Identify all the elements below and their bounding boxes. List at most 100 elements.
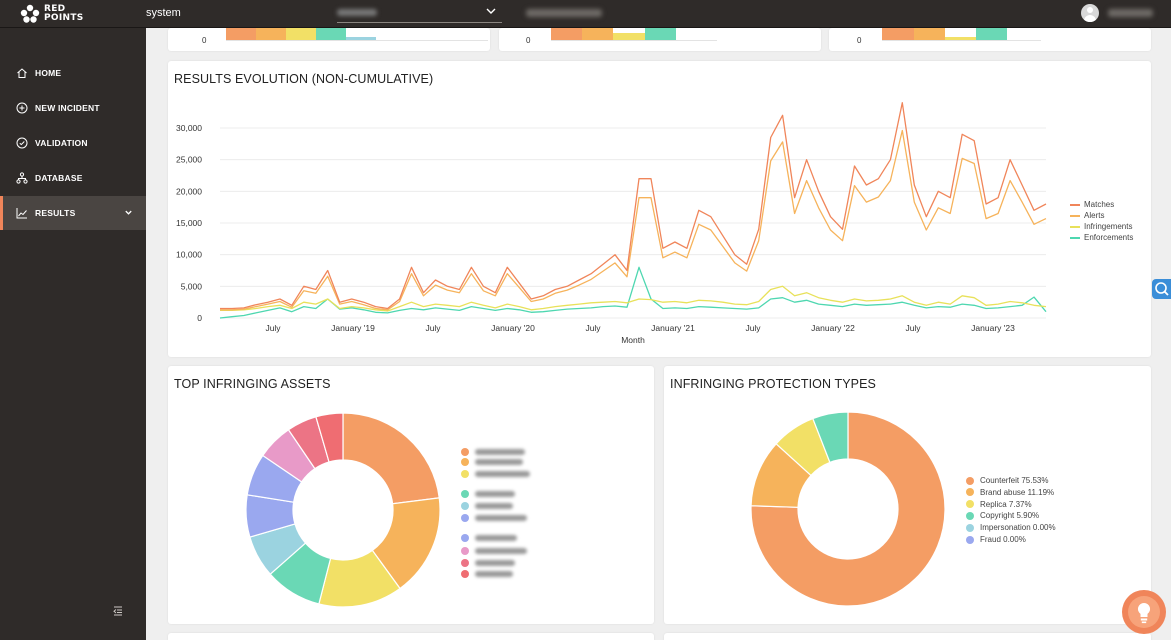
- asset-slice[interactable]: [315, 412, 344, 463]
- legend-label-redacted: [475, 503, 513, 509]
- chevron-down-icon: [486, 8, 496, 14]
- mini-bar: [256, 28, 286, 40]
- assets-legend-item[interactable]: [461, 547, 527, 555]
- top-infringing-assets-card: TOP INFRINGING ASSETS: [168, 366, 654, 624]
- legend-label-redacted: [475, 560, 515, 566]
- protection-legend-item[interactable]: Fraud 0.00%: [966, 535, 1026, 544]
- x-tick-label: July: [585, 323, 601, 333]
- legend-label-redacted: [475, 571, 513, 577]
- help-button[interactable]: [1122, 590, 1166, 634]
- asset-slice[interactable]: [342, 412, 440, 505]
- chart-line-icon: [16, 208, 27, 219]
- top-card-1: 0: [168, 28, 490, 51]
- logo-text-line1: RED: [44, 4, 66, 14]
- assets-legend-item[interactable]: [461, 514, 527, 522]
- chevron-down-icon: [125, 210, 132, 215]
- user-name[interactable]: [1108, 9, 1153, 17]
- legend-label-redacted: [475, 515, 527, 521]
- assets-legend-item[interactable]: [461, 502, 513, 510]
- assets-legend-item[interactable]: [461, 570, 513, 578]
- protection-slice[interactable]: [812, 411, 849, 464]
- y-tick-label: 10,000: [176, 250, 202, 260]
- series-line-enforcements[interactable]: [219, 266, 1047, 319]
- x-tick-label: July: [905, 323, 921, 333]
- bottom-card-1: [168, 633, 654, 640]
- protection-donut-chart: [750, 411, 946, 607]
- assets-legend-item[interactable]: [461, 458, 523, 466]
- series-line-infringements[interactable]: [220, 285, 1047, 312]
- legend-infringements[interactable]: Infringements: [1070, 222, 1132, 231]
- legend-dot: [966, 476, 974, 485]
- mini-bar-chart: [226, 28, 488, 41]
- assets-legend-item[interactable]: [461, 490, 515, 498]
- assets-legend-item[interactable]: [461, 559, 515, 567]
- legend-label: Fraud 0.00%: [980, 535, 1026, 544]
- assets-legend-item[interactable]: [461, 448, 525, 456]
- mini-bar: [613, 33, 645, 40]
- legend-dot: [966, 523, 974, 532]
- y-tick-label: 0: [197, 313, 202, 323]
- axis-zero-label: 0: [857, 36, 862, 45]
- legend-swatch: [1070, 225, 1080, 228]
- assets-legend-item[interactable]: [461, 534, 517, 542]
- legend-swatch: [1070, 214, 1080, 217]
- protection-legend-item[interactable]: Counterfeit 75.53%: [966, 476, 1049, 485]
- legend-label: Brand abuse 11.19%: [980, 487, 1055, 497]
- series-line-alerts[interactable]: [220, 129, 1047, 311]
- avatar-body: [1084, 15, 1096, 22]
- x-tick-label: July: [745, 323, 761, 333]
- mini-bar: [914, 28, 945, 40]
- legend-dot: [966, 535, 974, 544]
- brand-selector[interactable]: [337, 3, 502, 23]
- sidebar-item-label: VALIDATION: [35, 138, 88, 148]
- legend-swatch: [1070, 236, 1080, 239]
- search-icon: [1155, 282, 1169, 296]
- protection-slice[interactable]: [750, 411, 946, 607]
- y-tick-label: 15,000: [176, 218, 202, 228]
- sidebar-item-home[interactable]: HOME: [0, 56, 146, 90]
- legend-label-redacted: [475, 459, 523, 465]
- results-evolution-title: RESULTS EVOLUTION (NON-CUMULATIVE): [174, 72, 434, 86]
- mini-bar: [346, 37, 376, 40]
- protection-legend-item[interactable]: Impersonation 0.00%: [966, 523, 1056, 532]
- collapse-sidebar-icon[interactable]: [111, 604, 125, 618]
- infringing-protection-types-title: INFRINGING PROTECTION TYPES: [670, 377, 876, 391]
- x-tick-label: January '20: [491, 323, 535, 333]
- mini-bar: [582, 28, 613, 40]
- assets-legend-item[interactable]: [461, 470, 530, 478]
- legend-label: Infringements: [1084, 222, 1133, 231]
- home-icon: [17, 68, 27, 78]
- x-tick-label: July: [265, 323, 281, 333]
- top-card-2: 0: [499, 28, 821, 51]
- sidebar-item-results[interactable]: RESULTS: [0, 196, 146, 230]
- top-infringing-assets-title: TOP INFRINGING ASSETS: [174, 377, 331, 391]
- legend-label: Replica 7.37%: [980, 499, 1032, 509]
- x-tick-label: January '21: [651, 323, 695, 333]
- mini-bar: [976, 28, 1007, 40]
- results-evolution-card: RESULTS EVOLUTION (NON-CUMULATIVE) 30,00…: [168, 61, 1151, 357]
- user-avatar[interactable]: [1081, 4, 1099, 22]
- series-line-matches[interactable]: [220, 102, 1047, 310]
- legend-label: Enforcements: [1084, 233, 1134, 242]
- sidebar-item-validation[interactable]: VALIDATION: [0, 126, 146, 160]
- legend-enforcements[interactable]: Enforcements: [1070, 233, 1133, 242]
- legend-matches[interactable]: Matches: [1070, 200, 1114, 209]
- legend-label-redacted: [475, 471, 530, 477]
- legend-alerts[interactable]: Alerts: [1070, 211, 1104, 220]
- legend-dot: [461, 502, 469, 510]
- x-tick-label: July: [425, 323, 441, 333]
- sidebar-item-new-incident[interactable]: NEW INCIDENT: [0, 91, 146, 125]
- contract-label[interactable]: [526, 9, 602, 17]
- legend-dot: [461, 470, 469, 478]
- protection-legend-item[interactable]: Replica 7.37%: [966, 500, 1032, 509]
- protection-legend-item[interactable]: Brand abuse 11.19%: [966, 488, 1054, 497]
- side-search-tab[interactable]: [1152, 279, 1171, 299]
- sidebar-item-database[interactable]: DATABASE: [0, 161, 146, 195]
- legend-label: Counterfeit 75.53%: [980, 476, 1049, 485]
- protection-legend-item[interactable]: Copyright 5.90%: [966, 511, 1039, 520]
- sidebar: HOME NEW INCIDENT VALIDATION DATABASE RE…: [0, 28, 146, 640]
- top-bar: RED POINTS system: [0, 0, 1171, 28]
- red-points-logo[interactable]: RED POINTS: [20, 3, 90, 25]
- legend-dot: [461, 514, 469, 522]
- top-card-3: 0: [829, 28, 1151, 51]
